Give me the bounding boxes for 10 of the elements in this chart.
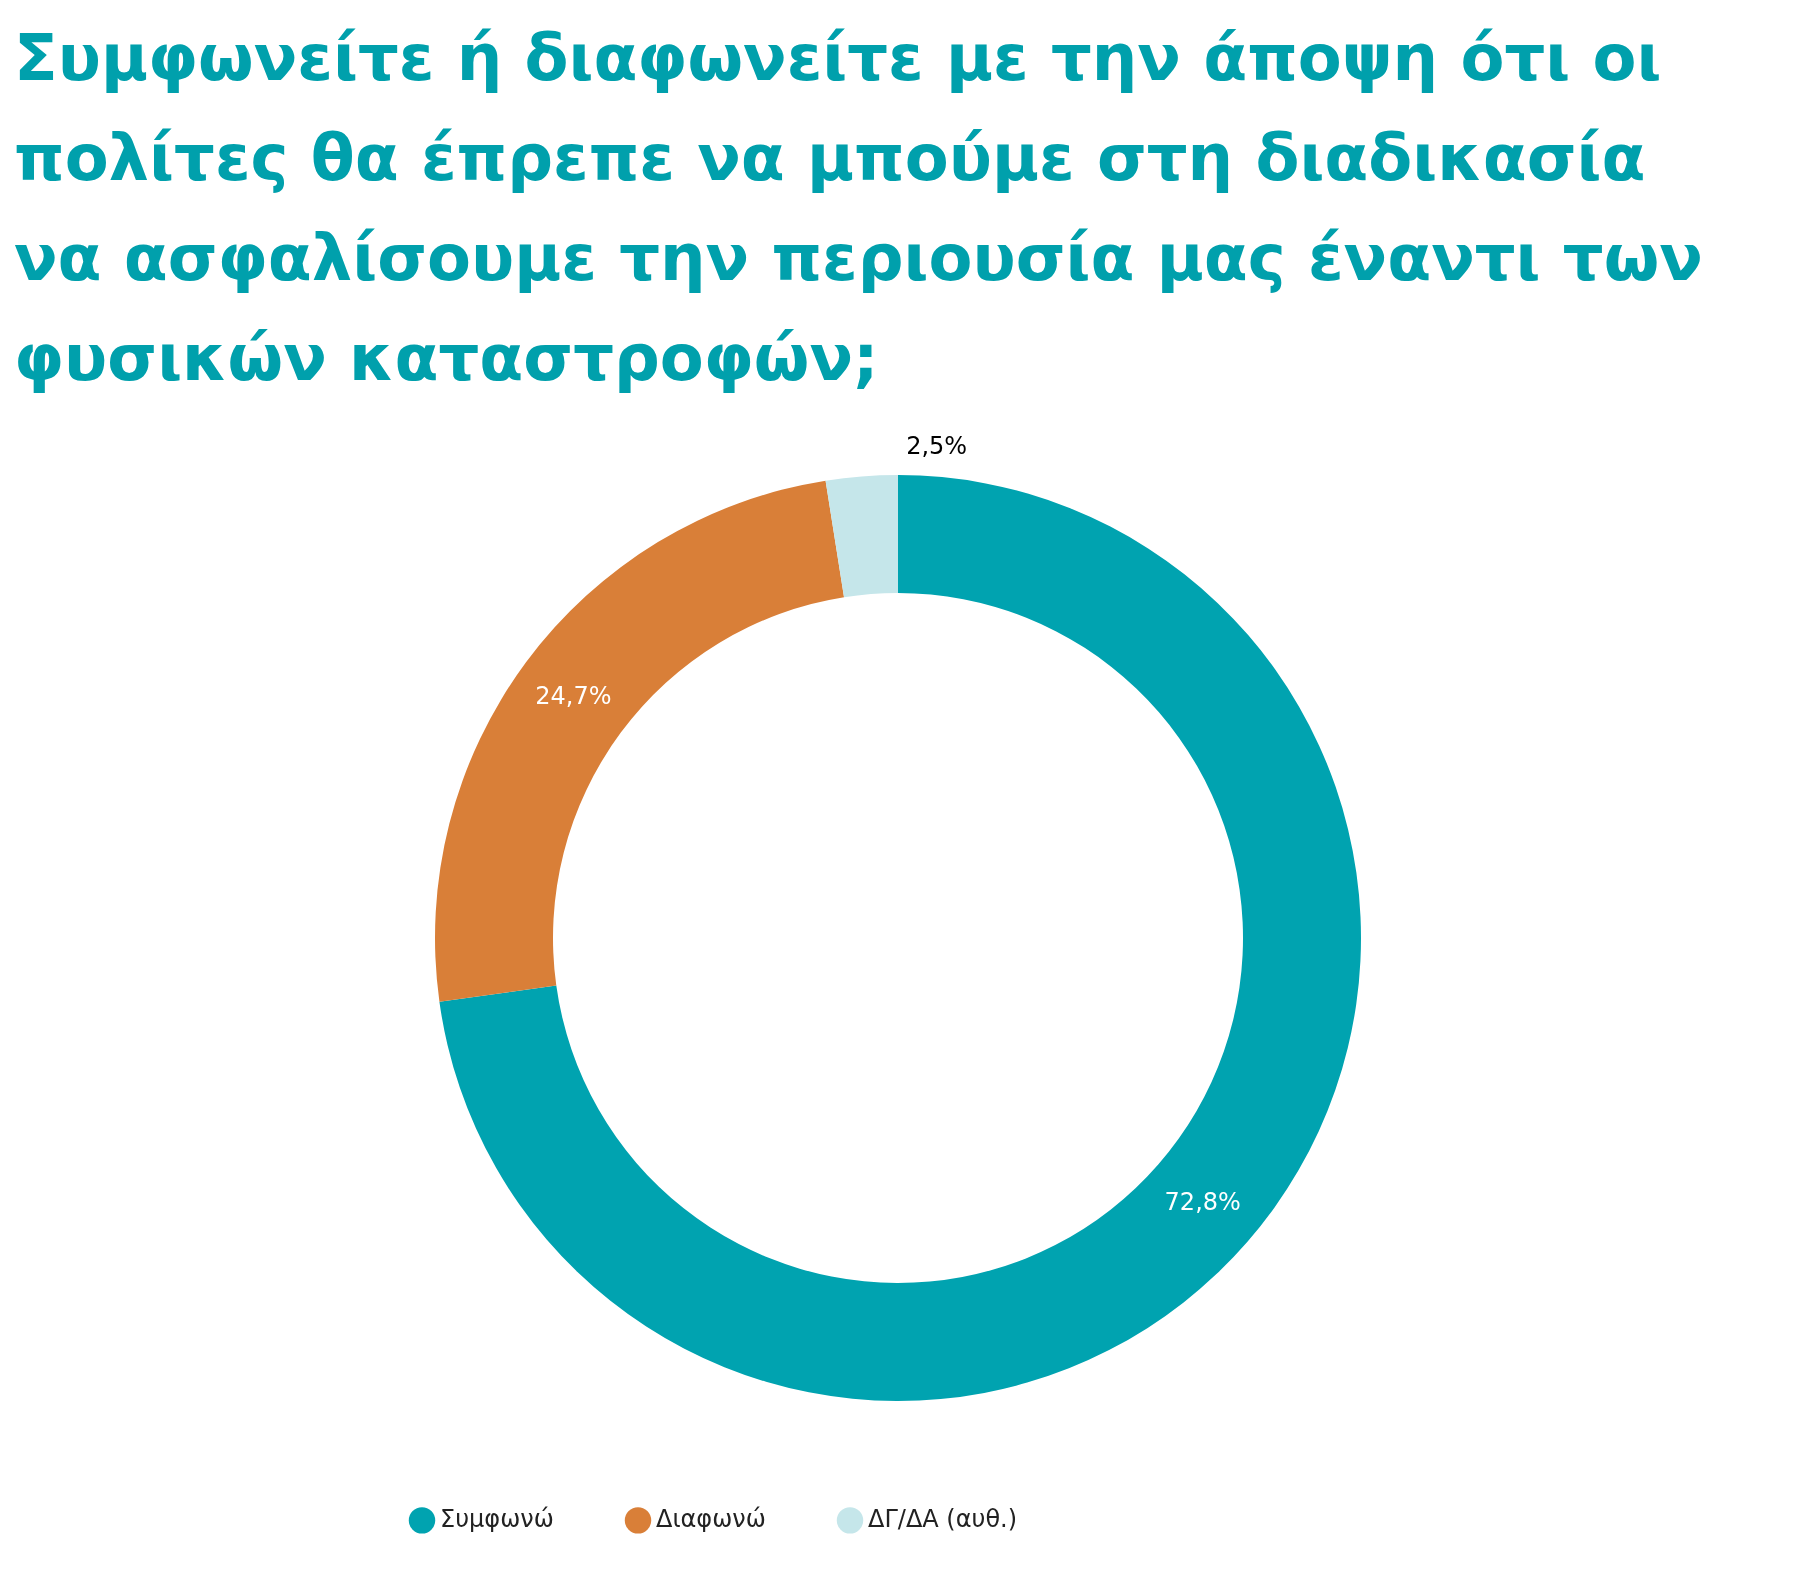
legend-label: ΔΓ/ΔΑ (αυθ.): [868, 1505, 1018, 1534]
data-label: 2,5%: [906, 431, 968, 460]
donut-slice: [825, 475, 898, 598]
data-label: 72,8%: [1164, 1188, 1241, 1217]
donut-slice: [435, 480, 845, 1002]
legend-label: Διαφωνώ: [656, 1505, 766, 1534]
data-label: 24,7%: [535, 682, 612, 711]
chart-title: Συμφωνείτε ή διαφωνείτε με την άποψη ότι οι πολίτες θα έπρεπε να μπούμε στη διαδικασία να ασφαλίσουμε την περιουσία μας έναντι των φυσικών καταστροφών;: [13, 20, 1704, 397]
donut-slice: [439, 475, 1361, 1401]
legend-label: Συμφωνώ: [440, 1505, 554, 1534]
